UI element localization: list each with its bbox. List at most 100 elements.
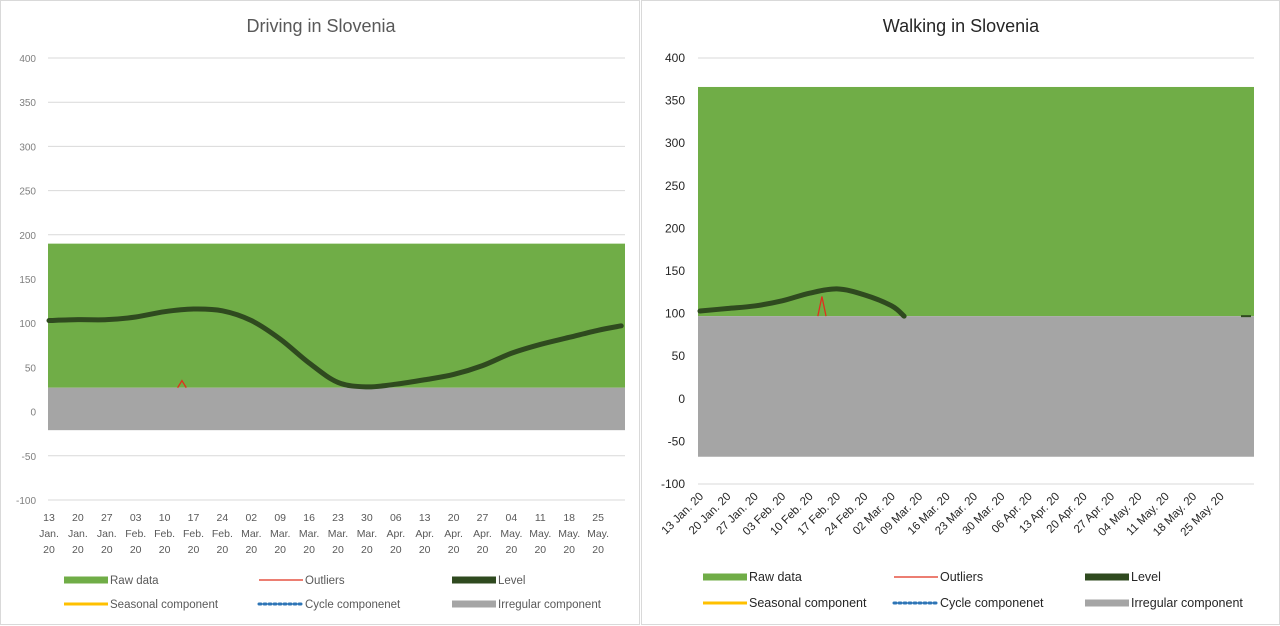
y-tick-label: 200 [19, 231, 36, 242]
legend: Raw data Outliers Level Seasonal component C… [703, 570, 1243, 610]
x-tick-label: 20 [448, 544, 460, 556]
x-tick-label: 10 [159, 512, 171, 524]
y-tick-label: 100 [665, 307, 685, 321]
x-tick-label: May. [558, 528, 580, 540]
y-tick-label: -100 [661, 477, 685, 491]
y-tick-label: 300 [19, 142, 36, 153]
x-tick-label: May. [529, 528, 551, 540]
x-tick-label: 20 [217, 544, 229, 556]
level-legend-label: Level [1131, 570, 1161, 584]
level-legend-swatch [452, 576, 496, 584]
y-tick-label: 350 [19, 98, 36, 109]
x-tick-label: 23 [332, 512, 344, 524]
y-tick-label: 0 [678, 392, 685, 406]
x-tick-label: 20 [101, 544, 113, 556]
x-tick-label: Apr. [415, 528, 434, 540]
outliers-legend-label: Outliers [940, 570, 983, 584]
x-tick-label: 09 [274, 512, 286, 524]
x-tick-label: Mar. [241, 528, 261, 540]
irregular-component-area [698, 316, 1254, 457]
level-legend-swatch [1085, 573, 1129, 581]
x-axis-labels: 13 Jan. 20 20 Jan. 20 27 Jan. 20 03 Feb. 20 10 Feb. 20… [39, 512, 609, 556]
x-tick-label: Apr. [444, 528, 463, 540]
outliers-line [177, 379, 187, 389]
y-tick-label: 250 [665, 179, 685, 193]
x-tick-label: 20 [361, 544, 373, 556]
irregular-legend-swatch [452, 600, 496, 608]
y-tick-label: -100 [16, 496, 36, 507]
x-tick-label: 06 [390, 512, 402, 524]
x-tick-label: 20 [448, 512, 460, 524]
x-tick-label: 03 [130, 512, 142, 524]
y-tick-label: 150 [19, 275, 36, 286]
x-tick-label: Jan. [97, 528, 117, 540]
y-tick-label: 150 [665, 264, 685, 278]
x-tick-label: 20 [592, 544, 604, 556]
driving-chart-panel: Driving in Slovenia 400 350 300 250 200 150 100… [0, 0, 640, 625]
x-tick-label: 20 [72, 512, 84, 524]
level-legend-label: Level [498, 575, 526, 587]
x-tick-label: Mar. [299, 528, 319, 540]
irregular-component-area [48, 387, 625, 431]
y-tick-label: 300 [665, 136, 685, 150]
x-tick-label: 30 [361, 512, 373, 524]
driving-chart-svg: Driving in Slovenia400350300250200150100… [16, 16, 625, 611]
x-tick-label: 20 [43, 544, 55, 556]
y-tick-label: 100 [19, 319, 36, 330]
y-tick-label: 400 [665, 51, 685, 65]
x-tick-label: Feb. [183, 528, 204, 540]
x-tick-label: 24 [217, 512, 229, 524]
x-tick-label: Mar. [270, 528, 290, 540]
x-tick-label: May. [587, 528, 609, 540]
x-tick-label: 18 [563, 512, 575, 524]
irregular-legend-label: Irregular component [498, 599, 602, 611]
x-tick-label: 20 [159, 544, 171, 556]
cycle-legend-label: Cycle componenet [940, 596, 1044, 610]
y-tick-label: 350 [665, 94, 685, 108]
raw-legend-swatch [64, 576, 108, 584]
raw-legend-label: Raw data [110, 575, 159, 587]
y-tick-label: 0 [30, 408, 36, 419]
x-tick-label: 16 [303, 512, 315, 524]
y-tick-label: -50 [668, 434, 686, 448]
x-tick-label: 20 [274, 544, 286, 556]
seasonal-legend-label: Seasonal component [749, 596, 867, 610]
x-tick-label: 17 [188, 512, 200, 524]
x-tick-label: Feb. [212, 528, 233, 540]
x-tick-label: Jan. [39, 528, 59, 540]
x-tick-label: 27 [101, 512, 113, 524]
x-tick-label: 20 [332, 544, 344, 556]
seasonal-legend-label: Seasonal component [110, 599, 219, 611]
x-tick-label: 20 [419, 544, 431, 556]
level-line [697, 286, 907, 319]
x-tick-label: 13 [43, 512, 55, 524]
x-tick-label: 20 [534, 544, 546, 556]
x-tick-label: Jan. [68, 528, 88, 540]
x-tick-label: May. [500, 528, 522, 540]
x-tick-label: 04 [506, 512, 518, 524]
cycle-legend-label: Cycle componenet [305, 599, 401, 611]
x-tick-label: 25 [592, 512, 604, 524]
x-tick-label: 11 [535, 512, 546, 524]
walking-chart-svg: Walking in Slovenia 400 350 300 250 200 150 100… [660, 16, 1254, 610]
x-tick-label: 20 [245, 544, 257, 556]
x-tick-label: 20 [303, 544, 315, 556]
outliers-legend-label: Outliers [305, 575, 345, 587]
raw-legend-label: Raw data [749, 570, 802, 584]
x-tick-label: Feb. [125, 528, 146, 540]
chart-title: Driving in Slovenia [246, 16, 396, 36]
raw-data-area [698, 86, 1254, 317]
walking-chart-panel: Walking in Slovenia 400 350 300 250 200 150 100… [641, 0, 1280, 625]
outliers-line [817, 296, 827, 317]
x-tick-label: Apr. [386, 528, 405, 540]
y-tick-label: 50 [672, 349, 686, 363]
x-tick-label: 20 [477, 544, 489, 556]
x-tick-label: Feb. [154, 528, 175, 540]
x-tick-label: Mar. [357, 528, 377, 540]
irregular-legend-swatch [1085, 599, 1129, 607]
y-tick-label: 50 [25, 363, 37, 374]
legend: Raw data Outliers Level Seasonal component C… [64, 575, 602, 611]
x-tick-label: Apr. [473, 528, 492, 540]
x-tick-label: 20 [72, 544, 84, 556]
